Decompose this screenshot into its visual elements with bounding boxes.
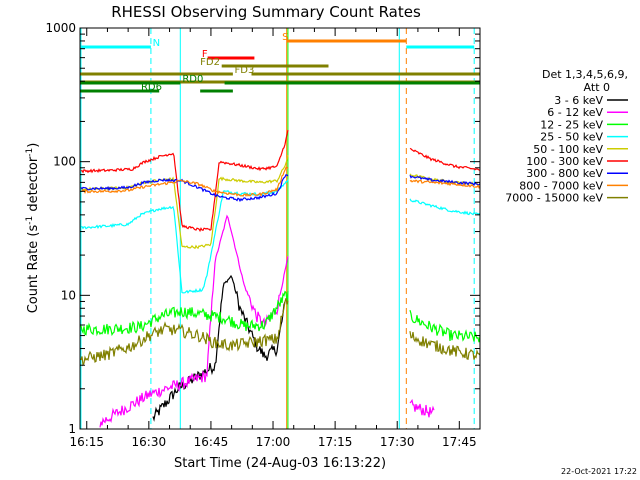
x-tick-label-4: 17:15	[318, 435, 353, 449]
legend-header-line-2: Att 0	[584, 81, 610, 94]
y-tick-label-2: 100	[53, 155, 76, 169]
y-axis-label-main: Count Rate (s	[26, 225, 41, 314]
y-tick-label-0: 1	[68, 422, 76, 436]
chart-title: RHESSI Observing Summary Count Rates	[111, 3, 421, 21]
legend-label-2: 12 - 25 keV	[540, 118, 603, 131]
y-tick-label-3: 1000	[45, 21, 76, 35]
flag-label-4: FD3	[235, 65, 255, 76]
series-line-1	[99, 214, 435, 428]
flag-label-0: N	[153, 38, 160, 49]
series-line-8	[80, 298, 481, 367]
series-line-7	[80, 166, 481, 198]
series-line-5	[80, 129, 481, 233]
plot-frame	[79, 27, 481, 430]
x-axis: 16:15 16:30 16:45 17:00 17:15 17:30 17:45	[69, 28, 481, 449]
x-axis-label: Start Time (24-Aug-03 16:13:22)	[174, 456, 386, 471]
y-axis-label: Count Rate (s-1 detector-1)	[25, 143, 41, 314]
x-tick-label-6: 17:45	[442, 435, 477, 449]
x-tick-label-5: 17:30	[380, 435, 415, 449]
x-tick-label-1: 16:30	[132, 435, 167, 449]
series-line-2	[80, 290, 481, 343]
legend-label-8: 7000 - 15000 keV	[505, 192, 603, 205]
y-axis-label-sup1: -1	[25, 216, 35, 225]
legend-label-0: 3 - 6 keV	[554, 94, 603, 107]
y-axis-label-sup2: -1	[25, 148, 35, 157]
footer-date: 22-Oct-2021 17:22	[561, 467, 637, 476]
legend-label-7: 800 - 7000 keV	[519, 179, 603, 192]
y-axis-label-end: )	[26, 143, 41, 148]
x-tick-label-0: 16:15	[69, 435, 104, 449]
y-axis-label-mid: detector	[26, 156, 41, 216]
flag-label-1: S	[282, 32, 288, 43]
x-tick-label-3: 17:00	[256, 435, 291, 449]
series-group	[80, 129, 481, 428]
flag-label-2: F	[202, 49, 208, 60]
flag-label-6: RD0	[182, 74, 203, 85]
flag-label-3: FD2	[200, 57, 220, 68]
vertical-markers	[80, 28, 475, 429]
legend-label-1: 6 - 12 keV	[547, 106, 603, 119]
series-line-0	[152, 274, 286, 422]
legend-label-6: 300 - 800 keV	[526, 167, 603, 180]
legend-label-3: 25 - 50 keV	[540, 131, 603, 144]
y-axis: 1 10 100 1000	[45, 21, 480, 436]
x-tick-label-2: 16:45	[194, 435, 229, 449]
legend-header-line-1: Det 1,3,4,5,6,9,	[542, 68, 628, 81]
legend-label-5: 100 - 300 keV	[526, 155, 603, 168]
flag-label-7: RD6	[141, 82, 162, 93]
y-tick-label-1: 10	[61, 288, 76, 302]
legend-label-4: 50 - 100 keV	[533, 143, 603, 156]
